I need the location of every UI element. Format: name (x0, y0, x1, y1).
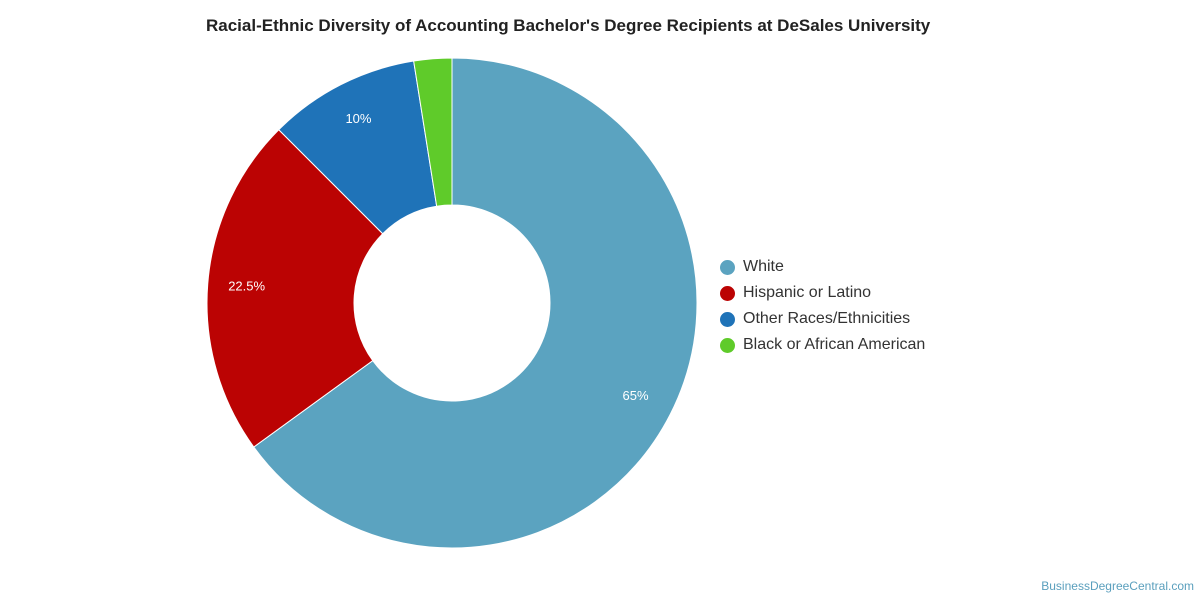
legend-swatch-icon (720, 285, 735, 301)
legend-label: Hispanic or Latino (743, 284, 872, 301)
legend-label: White (743, 258, 784, 275)
legend-item[interactable]: Other Races/Ethnicities (720, 306, 925, 332)
slice-white[interactable] (253, 57, 698, 549)
legend-label: Other Races/Ethnicities (743, 310, 911, 327)
slice-label: 10% (345, 111, 371, 126)
slice-label: 65% (623, 388, 649, 403)
legend-item[interactable]: Hispanic or Latino (720, 280, 925, 306)
legend-swatch-icon (720, 259, 735, 275)
chart-title: Racial-Ethnic Diversity of Accounting Ba… (206, 16, 931, 35)
legend-item[interactable]: White (720, 254, 925, 280)
slice-black-or-african-american[interactable] (413, 57, 453, 207)
slice-hispanic-or-latino[interactable] (206, 129, 384, 448)
legend-label: Black or African American (743, 336, 926, 353)
legend-swatch-icon (720, 337, 735, 353)
slice-label: 22.5% (228, 278, 265, 293)
source-credit[interactable]: BusinessDegreeCentral.com (1041, 579, 1194, 593)
donut-slice-labels: 65% 22.5% 10% (228, 111, 649, 403)
donut-slices (206, 57, 698, 549)
legend-swatch-icon (720, 311, 735, 327)
legend-item[interactable]: Black or African American (720, 332, 925, 358)
chart-legend: White Hispanic or Latino Other Races/Ethni… (720, 254, 925, 358)
